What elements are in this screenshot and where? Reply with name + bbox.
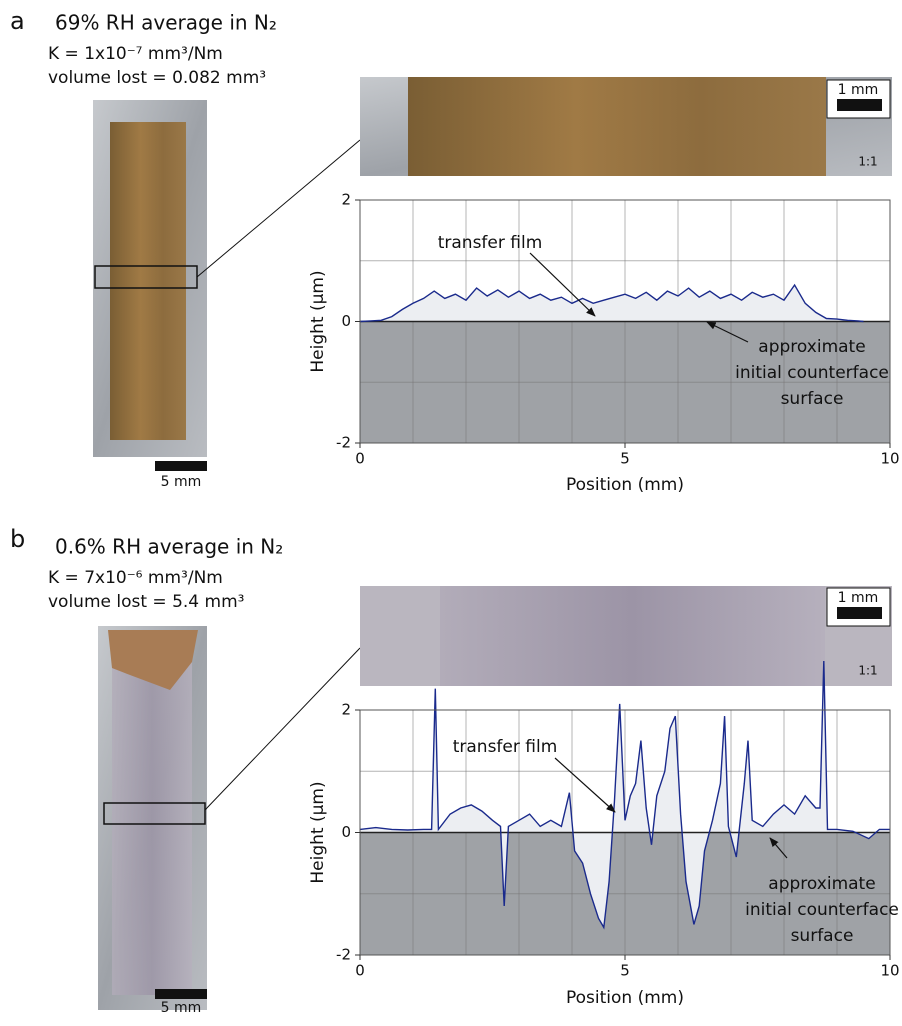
x-tick-label: 0 xyxy=(355,450,365,468)
photo-scale-label: 5 mm xyxy=(161,1000,202,1016)
y-tick-label: 0 xyxy=(341,312,351,330)
panel-label: a xyxy=(10,7,25,35)
annotation-arrow xyxy=(529,252,596,317)
annotation: transfer film xyxy=(453,737,558,757)
annotation-arrow xyxy=(554,757,616,813)
x-tick-label: 10 xyxy=(880,962,899,980)
zoom-line xyxy=(196,139,361,278)
annotation-arrow xyxy=(769,837,788,859)
x-axis-label: Position (mm) xyxy=(566,988,684,1008)
annotation: approximate xyxy=(768,874,875,894)
profile-line xyxy=(359,283,864,323)
wear-track xyxy=(112,640,192,995)
panel-label: b xyxy=(10,525,25,553)
x-tick-label: 5 xyxy=(620,962,630,980)
annotation-arrow xyxy=(706,321,749,343)
scale-bar xyxy=(837,99,882,111)
annotation: transfer film xyxy=(438,233,543,253)
zoom-box xyxy=(103,802,206,825)
scale-bar xyxy=(155,461,207,471)
y-tick-label: -2 xyxy=(336,946,351,964)
note: K = 7x10⁻⁶ mm³/Nm xyxy=(48,568,223,588)
annotation: surface xyxy=(781,389,844,409)
image-scale-label: 1 mm xyxy=(838,590,879,606)
scale-bar xyxy=(837,607,882,619)
annotation: initial counterface xyxy=(745,900,899,920)
x-tick-label: 5 xyxy=(620,450,630,468)
zoom-track xyxy=(440,586,825,686)
wear-track xyxy=(110,122,186,440)
zoom-track xyxy=(408,77,826,176)
zoom-line xyxy=(204,647,361,811)
panel-title: 0.6% RH average in N₂ xyxy=(55,535,283,559)
note: volume lost = 5.4 mm³ xyxy=(48,592,244,612)
y-tick-label: 0 xyxy=(341,823,351,841)
annotation: surface xyxy=(791,926,854,946)
y-tick-label: -2 xyxy=(336,434,351,452)
note: volume lost = 0.082 mm³ xyxy=(48,68,266,88)
y-axis-label: Height (µm) xyxy=(308,781,328,883)
x-tick-label: 10 xyxy=(880,450,899,468)
image-ratio: 1:1 xyxy=(858,155,877,169)
image-ratio: 1:1 xyxy=(858,664,877,678)
x-axis-label: Position (mm) xyxy=(566,475,684,495)
scale-bar xyxy=(155,989,207,999)
note: K = 1x10⁻⁷ mm³/Nm xyxy=(48,44,223,64)
annotation: initial counterface xyxy=(735,363,889,383)
photo-scale-label: 5 mm xyxy=(161,474,202,490)
image-scale-label: 1 mm xyxy=(838,82,879,98)
film-area xyxy=(360,285,864,322)
x-tick-label: 0 xyxy=(355,962,365,980)
y-tick-label: 2 xyxy=(341,701,351,719)
y-axis-label: Height (µm) xyxy=(308,270,328,372)
profile-line xyxy=(359,660,890,930)
panel-title: 69% RH average in N₂ xyxy=(55,11,277,35)
y-tick-label: 2 xyxy=(341,191,351,209)
annotation: approximate xyxy=(758,337,865,357)
debris xyxy=(108,630,198,690)
